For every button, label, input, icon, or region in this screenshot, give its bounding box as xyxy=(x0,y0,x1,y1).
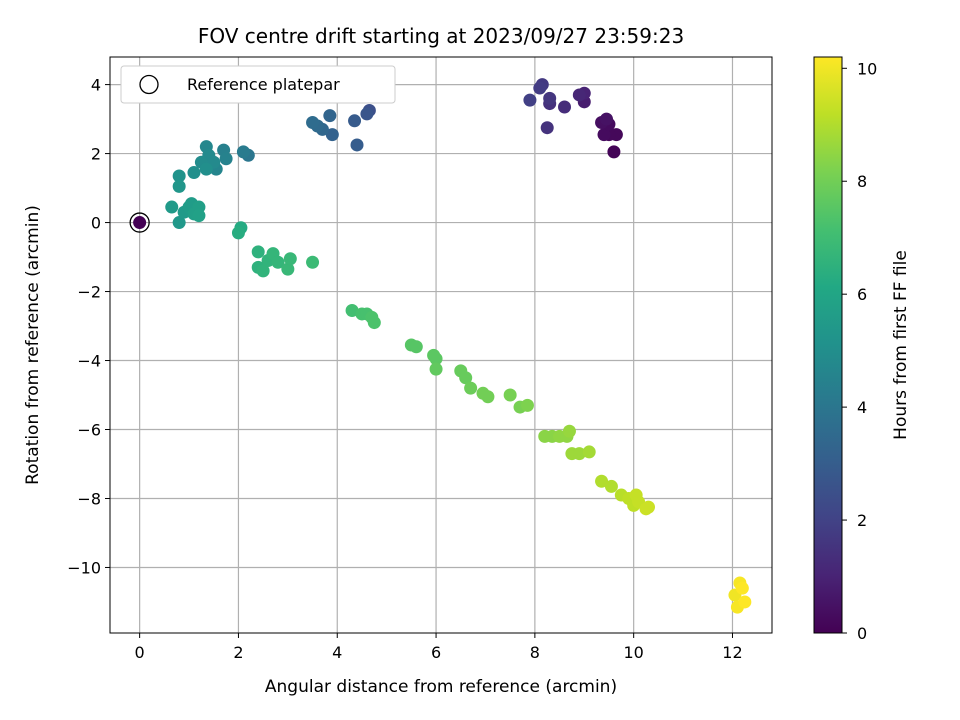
data-point xyxy=(481,390,495,404)
colorbar-tick-label: 10 xyxy=(857,59,877,78)
colorbar-tick-label: 0 xyxy=(857,624,867,643)
data-point xyxy=(350,138,364,152)
data-points xyxy=(165,78,752,614)
x-tick-label: 4 xyxy=(332,643,342,662)
reference-point xyxy=(133,216,147,230)
x-tick-label: 6 xyxy=(431,643,441,662)
data-point xyxy=(600,112,613,126)
data-point xyxy=(540,121,554,135)
colorbar-gradient xyxy=(813,56,843,634)
data-point xyxy=(271,255,285,269)
x-tick-label: 8 xyxy=(530,643,540,662)
y-tick-label: −2 xyxy=(77,283,101,302)
data-point xyxy=(572,88,586,102)
colorbar-ticks: 0 2 4 6 8 10 xyxy=(842,59,877,643)
colorbar-tick-label: 4 xyxy=(857,398,867,417)
data-point xyxy=(306,116,320,130)
data-point xyxy=(641,500,655,514)
data-point xyxy=(562,424,576,438)
y-tick-label: 4 xyxy=(91,76,101,95)
chart-title: FOV centre drift starting at 2023/09/27 … xyxy=(198,24,684,48)
reference-ring xyxy=(129,212,150,233)
data-point xyxy=(429,362,443,376)
data-point xyxy=(236,145,250,159)
data-point xyxy=(409,340,423,354)
colorbar-label: Hours from first FF file xyxy=(891,250,911,440)
data-point xyxy=(523,93,537,107)
data-point xyxy=(187,166,201,180)
x-tick-label: 0 xyxy=(135,643,145,662)
data-point xyxy=(231,226,245,240)
x-axis-ticks: 0 2 4 6 8 10 12 xyxy=(135,633,743,662)
y-axis-ticks: −10 −8 −6 −4 −2 0 2 4 xyxy=(67,76,110,577)
data-point xyxy=(283,252,297,266)
data-point xyxy=(572,447,586,461)
legend-box xyxy=(120,65,396,104)
colorbar-tick-label: 2 xyxy=(857,511,867,530)
colorbar-tick-label: 8 xyxy=(857,172,867,191)
data-point xyxy=(558,100,572,114)
data-point xyxy=(533,81,547,95)
data-point xyxy=(219,152,233,166)
data-point xyxy=(607,145,621,159)
data-point xyxy=(459,371,473,385)
y-tick-label: −8 xyxy=(77,489,101,508)
data-point xyxy=(192,209,206,223)
x-tick-label: 12 xyxy=(722,643,742,662)
data-point xyxy=(503,388,517,402)
y-tick-label: −6 xyxy=(77,421,101,440)
y-tick-label: −10 xyxy=(67,558,101,577)
legend-marker xyxy=(139,74,159,95)
reference-marker xyxy=(129,212,150,233)
data-point xyxy=(735,581,749,595)
grid xyxy=(110,57,772,633)
y-tick-label: 0 xyxy=(91,214,101,233)
data-point xyxy=(738,595,752,609)
data-point xyxy=(325,128,339,142)
x-axis-label: Angular distance from reference (arcmin) xyxy=(265,677,617,697)
data-point xyxy=(256,264,270,278)
data-point xyxy=(172,179,186,193)
data-point xyxy=(520,398,534,412)
data-point xyxy=(543,91,557,105)
data-point xyxy=(367,316,381,330)
colorbar: 0 2 4 6 8 10 Hours from first FF file xyxy=(813,56,911,643)
data-point xyxy=(597,128,611,142)
data-point xyxy=(348,114,362,128)
data-point xyxy=(172,216,186,230)
data-point xyxy=(582,445,596,459)
legend-label: Reference platepar xyxy=(187,75,340,94)
data-point xyxy=(595,474,609,488)
data-point xyxy=(165,200,179,214)
y-tick-label: 2 xyxy=(91,145,101,164)
legend: Reference platepar xyxy=(120,65,396,104)
y-axis-label: Rotation from reference (arcmin) xyxy=(23,205,43,485)
data-point xyxy=(306,255,320,269)
data-point xyxy=(360,107,374,121)
plot-area-frame xyxy=(109,56,773,634)
colorbar-tick-label: 6 xyxy=(857,285,867,304)
data-point xyxy=(464,381,478,395)
data-point xyxy=(172,169,186,183)
x-tick-label: 2 xyxy=(233,643,243,662)
data-point xyxy=(429,352,443,366)
data-point xyxy=(199,162,213,176)
data-point xyxy=(323,109,337,123)
data-point xyxy=(604,479,618,493)
y-tick-label: −4 xyxy=(77,352,101,371)
x-tick-label: 10 xyxy=(623,643,643,662)
data-point xyxy=(345,304,359,318)
data-point xyxy=(251,245,265,259)
data-point xyxy=(281,262,295,276)
